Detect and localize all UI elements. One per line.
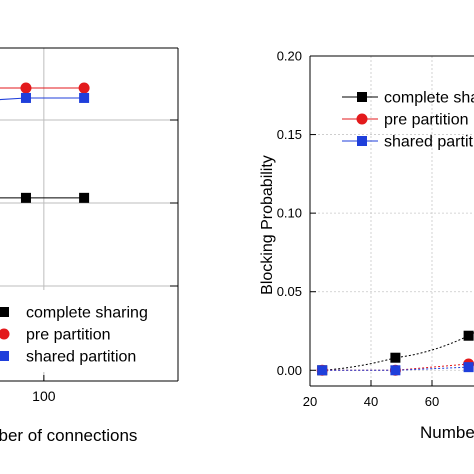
series-1-point-2 (78, 82, 90, 94)
y-tick-label-4: 0.20 (277, 49, 302, 64)
legend-label-0: complete sharing (26, 305, 148, 322)
left-chart: 80100 Number of connections complete sha… (0, 47, 179, 445)
left-legend: complete sharing pre partition shared part… (0, 290, 168, 372)
series-2-point-1 (390, 365, 401, 376)
left-tick-labels: 80100 (32, 375, 56, 404)
right-plot-frame (309, 55, 474, 387)
x-tick-label-2: 60 (425, 394, 439, 409)
right-legend: complete sharing pre partition shared part… (342, 90, 474, 151)
legend-label-1: pre partition (26, 327, 111, 344)
right-tick-labels: 204060800.000.050.100.150.20 (277, 49, 440, 410)
series-line-2 (0, 97, 85, 102)
left-series-markers (20, 82, 90, 203)
series-0-point-2 (463, 330, 474, 341)
legend-label-1: pre partition (384, 112, 469, 129)
series-2-point-2 (79, 92, 90, 103)
series-line-0 (322, 332, 474, 371)
x-tick-label-1: 40 (364, 394, 378, 409)
x-tick-label-1: 100 (32, 388, 56, 404)
left-plot-frame (0, 47, 179, 382)
legend-marker-1 (0, 328, 10, 340)
legend-label-2: shared partition (26, 349, 136, 366)
series-1-point-1 (20, 82, 32, 94)
legend-label-2: shared partition (384, 134, 474, 151)
series-0-point-1 (390, 352, 401, 363)
right-y-axis-title: Blocking Probability (259, 155, 276, 295)
right-series-markers (316, 330, 474, 376)
legend-marker-2 (357, 136, 367, 146)
right-x-axis-title: Number of connections (420, 423, 474, 442)
series-0-point-1 (20, 192, 31, 203)
series-2-point-0 (317, 365, 328, 376)
legend-marker-0 (357, 92, 367, 102)
right-plot-background (310, 56, 474, 386)
y-tick-label-1: 0.05 (277, 284, 302, 299)
x-tick-label-0: 20 (303, 394, 317, 409)
series-2-point-2 (463, 362, 474, 373)
right-chart: 204060800.000.050.100.150.20 Blocking Pr… (259, 49, 474, 442)
series-0-point-2 (79, 192, 90, 203)
y-tick-label-0: 0.00 (277, 363, 302, 378)
left-x-axis-title: Number of connections (0, 426, 137, 445)
y-tick-label-2: 0.10 (277, 206, 302, 221)
y-tick-label-3: 0.15 (277, 127, 302, 142)
legend-marker-1 (356, 113, 368, 125)
left-series-lines (0, 87, 85, 199)
series-2-point-1 (20, 92, 31, 103)
legend-marker-0 (0, 307, 9, 317)
legend-marker-2 (0, 351, 9, 361)
legend-label-0: complete sharing (384, 90, 474, 107)
